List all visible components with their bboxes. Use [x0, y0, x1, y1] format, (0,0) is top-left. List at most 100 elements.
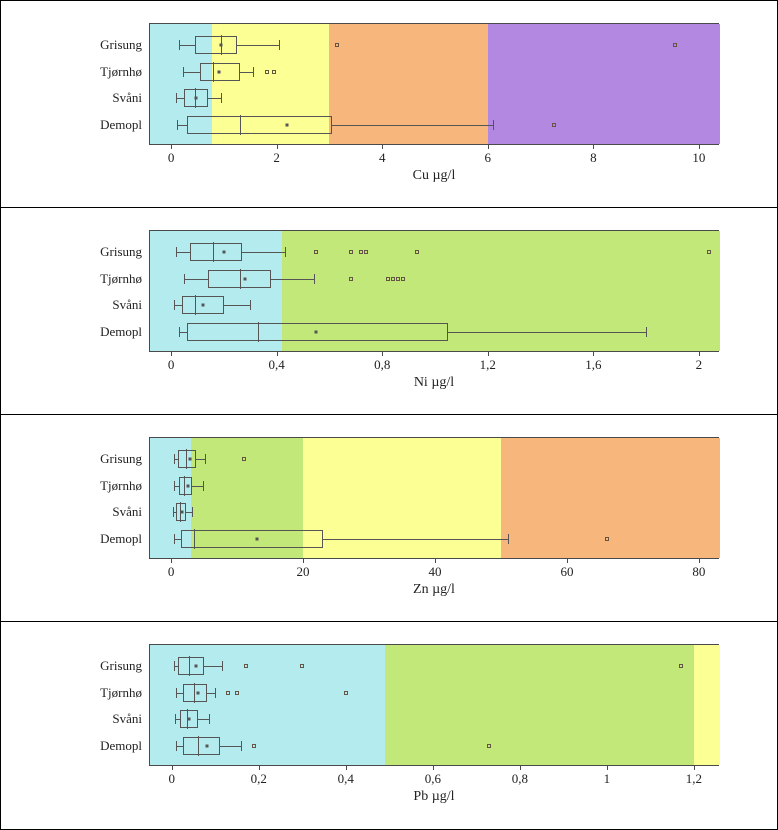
- boxplot: [150, 477, 718, 495]
- whisker-cap: [285, 247, 286, 257]
- panel-ni: GrisungTjørnhøSvåniDemopl00,40,81,21,62N…: [1, 208, 778, 415]
- boxplot: [150, 323, 718, 341]
- mean-marker: [286, 124, 289, 127]
- whisker: [176, 98, 184, 99]
- whisker-cap: [205, 454, 206, 464]
- x-tick: [694, 765, 695, 770]
- mean-marker: [217, 70, 220, 73]
- box-rect: [195, 36, 237, 54]
- whisker-cap: [222, 661, 223, 671]
- outlier: [314, 250, 318, 254]
- whisker: [224, 305, 250, 306]
- whisker-cap: [183, 67, 184, 77]
- outlier: [386, 277, 390, 281]
- outlier: [226, 691, 230, 695]
- whisker: [176, 252, 189, 253]
- x-tick: [607, 765, 608, 770]
- panel-pb: GrisungTjørnhøSvåniDemopl00,20,40,60,811…: [1, 622, 778, 829]
- whisker-cap: [203, 481, 204, 491]
- outlier: [364, 250, 368, 254]
- category-label: Demopl: [100, 531, 142, 547]
- x-tick: [593, 351, 594, 356]
- x-tick-label: 1,2: [686, 771, 702, 787]
- x-tick: [520, 765, 521, 770]
- whisker-cap: [184, 274, 185, 284]
- plot-area-ni: GrisungTjørnhøSvåniDemopl00,40,81,21,62N…: [149, 230, 719, 352]
- outlier: [359, 250, 363, 254]
- boxplot: [150, 503, 718, 521]
- x-tick: [488, 144, 489, 149]
- outlier: [605, 537, 609, 541]
- mean-marker: [244, 277, 247, 280]
- box-rect: [183, 737, 220, 755]
- x-tick: [277, 351, 278, 356]
- median-line: [194, 683, 195, 703]
- x-tick-label: 2: [273, 150, 280, 166]
- boxplot: [150, 89, 718, 107]
- whisker: [220, 746, 242, 747]
- category-label: Demopl: [100, 324, 142, 340]
- whisker: [448, 332, 646, 333]
- boxplot: [150, 63, 718, 81]
- mean-marker: [255, 538, 258, 541]
- outlier: [244, 664, 248, 668]
- x-tick: [382, 351, 383, 356]
- plot-area-cu: GrisungTjørnhøSvåniDemopl0246810Cu µg/l: [149, 23, 719, 145]
- outlier: [272, 70, 276, 74]
- whisker-cap: [508, 534, 509, 544]
- whisker-cap: [253, 67, 254, 77]
- category-label: Tjørnhø: [100, 271, 142, 287]
- whisker-cap: [179, 40, 180, 50]
- whisker-cap: [175, 714, 176, 724]
- plot-area-zn: GrisungTjørnhøSvåniDemopl020406080Zn µg/…: [149, 437, 719, 559]
- box-rect: [190, 243, 243, 261]
- mean-marker: [180, 511, 183, 514]
- category-label: Grisung: [100, 37, 142, 53]
- x-tick: [433, 765, 434, 770]
- mean-marker: [188, 718, 191, 721]
- median-line: [240, 115, 241, 135]
- category-label: Svåni: [112, 90, 142, 106]
- mean-marker: [194, 664, 197, 667]
- whisker-cap: [174, 661, 175, 671]
- x-tick: [171, 144, 172, 149]
- whisker: [323, 539, 508, 540]
- whisker: [196, 459, 205, 460]
- median-line: [194, 529, 195, 549]
- category-label: Svåni: [112, 297, 142, 313]
- whisker-cap: [174, 481, 175, 491]
- x-axis-title: Zn µg/l: [413, 582, 455, 598]
- x-tick: [303, 558, 304, 563]
- outlier: [235, 691, 239, 695]
- whisker: [174, 305, 182, 306]
- mean-marker: [186, 484, 189, 487]
- outlier: [349, 250, 353, 254]
- mean-marker: [195, 97, 198, 100]
- x-tick: [171, 558, 172, 563]
- whisker-cap: [174, 454, 175, 464]
- whisker: [192, 486, 203, 487]
- box-rect: [181, 530, 323, 548]
- x-tick-label: 0,4: [338, 771, 354, 787]
- outlier: [673, 43, 677, 47]
- panel-zn: GrisungTjørnhøSvåniDemopl020406080Zn µg/…: [1, 415, 778, 622]
- x-tick: [172, 765, 173, 770]
- category-label: Grisung: [100, 451, 142, 467]
- x-tick-label: 0: [169, 771, 176, 787]
- boxplot: [150, 737, 718, 755]
- outlier: [252, 744, 256, 748]
- whisker-cap: [314, 274, 315, 284]
- x-tick-label: 60: [560, 564, 573, 580]
- whisker: [177, 125, 187, 126]
- x-tick: [435, 558, 436, 563]
- whisker-cap: [215, 688, 216, 698]
- x-tick-label: 20: [297, 564, 310, 580]
- whisker: [332, 125, 493, 126]
- outlier: [415, 250, 419, 254]
- x-tick-label: 40: [429, 564, 442, 580]
- x-axis-title: Ni µg/l: [414, 375, 454, 391]
- outlier: [300, 664, 304, 668]
- x-tick: [382, 144, 383, 149]
- boxplot: [150, 243, 718, 261]
- whisker: [179, 45, 195, 46]
